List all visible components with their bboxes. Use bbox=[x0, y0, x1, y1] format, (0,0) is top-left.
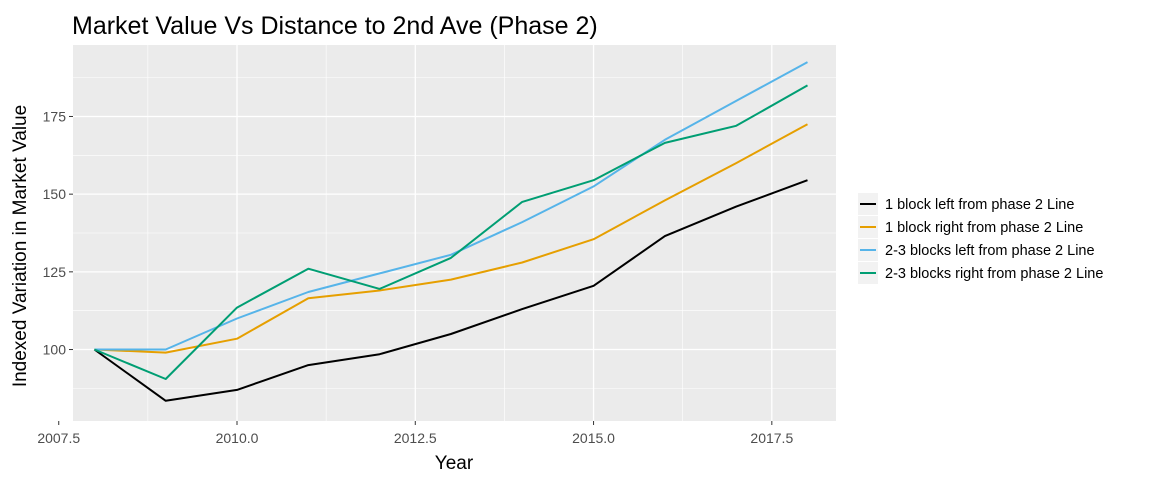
y-tick-label: 175 bbox=[43, 108, 67, 124]
major-gridlines bbox=[73, 45, 836, 421]
series-line-2 bbox=[94, 123, 808, 354]
x-tick-label: 2012.5 bbox=[394, 430, 437, 446]
x-tick-labels: 2007.5 2010.0 2012.5 2015.0 2017.5 bbox=[37, 430, 793, 446]
x-tick-label: 2007.5 bbox=[37, 430, 80, 446]
x-tick-label: 2017.5 bbox=[750, 430, 793, 446]
x-tick-label: 2010.0 bbox=[216, 430, 259, 446]
series-line-3 bbox=[94, 61, 808, 351]
chart-title: Market Value Vs Distance to 2nd Ave (Pha… bbox=[72, 12, 598, 40]
series-line-4 bbox=[94, 84, 808, 380]
minor-gridlines bbox=[73, 45, 836, 421]
x-tick-label: 2015.0 bbox=[572, 430, 615, 446]
y-tick-label: 125 bbox=[43, 264, 67, 280]
legend-label: 2-3 blocks right from phase 2 Line bbox=[885, 266, 1103, 282]
series-line-1 bbox=[93, 179, 808, 402]
x-axis-title: Year bbox=[435, 453, 474, 474]
y-axis-title: Indexed Variation in Market Value bbox=[10, 105, 31, 387]
legend-label: 1 block left from phase 2 Line bbox=[885, 197, 1074, 213]
legend-label: 1 block right from phase 2 Line bbox=[885, 220, 1083, 236]
y-tick-labels: 100 125 150 175 bbox=[43, 108, 67, 357]
legend: 1 block left from phase 2 Line 1 block ri… bbox=[858, 193, 1103, 284]
legend-label: 2-3 blocks left from phase 2 Line bbox=[885, 243, 1095, 259]
axis-ticks bbox=[58, 115, 773, 425]
y-tick-label: 150 bbox=[43, 186, 67, 202]
y-tick-label: 100 bbox=[43, 342, 67, 358]
series-lines bbox=[93, 61, 808, 402]
